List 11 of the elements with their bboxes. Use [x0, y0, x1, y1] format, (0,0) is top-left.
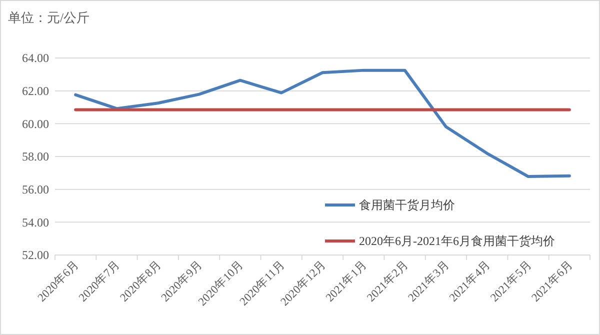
y-tick-label: 54.00 — [22, 215, 49, 230]
y-tick-label: 60.00 — [22, 116, 49, 131]
line-series — [74, 68, 571, 178]
y-tick-label: 62.00 — [22, 84, 49, 98]
legend-label: 食用菌干货月均价 — [359, 198, 455, 212]
y-tick-label: 52.00 — [22, 248, 49, 262]
legend-label: 2020年6月-2021年6月食用菌干货均价 — [359, 234, 555, 248]
y-tick-label: 58.00 — [22, 150, 49, 164]
y-tick-label: 56.00 — [22, 182, 49, 197]
y-tick-label: 64.00 — [22, 51, 49, 66]
chart-title: 单位：元/公斤 — [8, 10, 90, 25]
